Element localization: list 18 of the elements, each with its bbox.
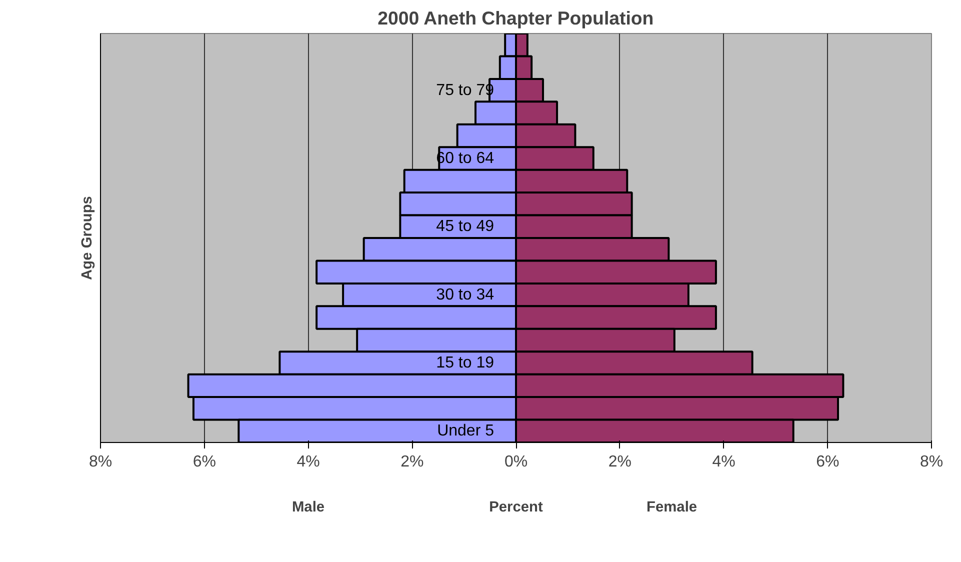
y-tick-label: 15 to 19 (436, 354, 494, 372)
x-tick-label: 6% (192, 454, 216, 470)
y-tick-label: 45 to 49 (436, 218, 494, 236)
x-tick-label: 4% (296, 454, 320, 470)
y-tick-label: 30 to 34 (436, 286, 494, 304)
y-axis-title: Age Groups (80, 196, 96, 280)
x-tick-label: 8% (88, 454, 112, 470)
x-tick-label: 2% (608, 454, 632, 470)
y-tick-label: Under 5 (437, 422, 494, 440)
x-tick-label: 0% (504, 454, 528, 470)
x-tick-label: 4% (712, 454, 736, 470)
x-tick-label: 6% (816, 454, 840, 470)
x-tick-label: 2% (400, 454, 424, 470)
x-tick-label: 8% (920, 454, 944, 470)
text: Female (646, 500, 698, 516)
chart-title: 2000 Aneth Chapter Population (378, 8, 654, 28)
text: Male (292, 500, 325, 516)
x-axis-title: Percent (489, 500, 543, 516)
